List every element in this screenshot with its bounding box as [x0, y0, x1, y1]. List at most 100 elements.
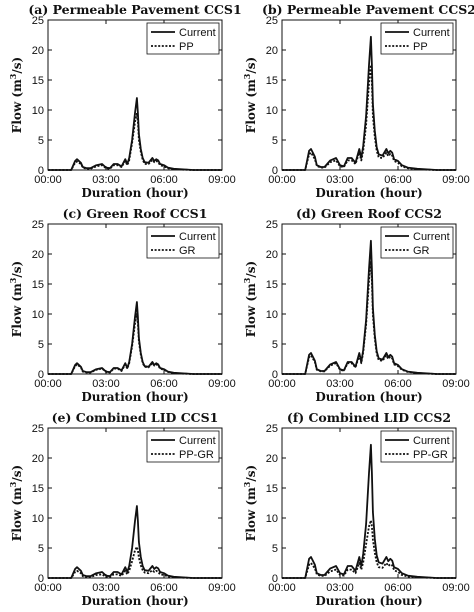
chart-title: (d) Green Roof CCS2	[296, 206, 442, 221]
series-line-pp-gr	[282, 519, 456, 579]
y-label-sup: 3	[8, 73, 18, 79]
legend-label: Current	[413, 435, 450, 447]
legend-box	[146, 430, 220, 463]
legend: Current GR	[380, 226, 454, 259]
x-tick-label: 03:00	[92, 582, 120, 594]
x-axis-label: Duration (hour)	[81, 594, 188, 608]
chart-title: (e) Combined LID CCS1	[52, 410, 219, 425]
y-tick-label: 5	[38, 135, 44, 147]
legend-label: Current	[179, 231, 216, 243]
series-line-gr	[282, 260, 456, 375]
y-tick-label: 10	[266, 309, 278, 321]
x-axis-label: Duration (hour)	[315, 186, 422, 200]
y-axis-label: Flow (m3/s)	[242, 57, 258, 133]
chart-panel: (f) Combined LID CCS2 0 5 10 15 20 25 00:00 03:0…	[242, 410, 470, 608]
y-label-suffix: /s)	[244, 57, 258, 74]
chart-title: (b) Permeable Pavement CCS2	[262, 2, 474, 17]
y-tick-label: 5	[272, 339, 278, 351]
axes-frame	[281, 223, 457, 375]
legend-label: PP	[413, 41, 428, 53]
legend: Current PP	[380, 22, 454, 55]
legend-box	[146, 22, 220, 55]
chart-panel: (b) Permeable Pavement CCS2 0 5 10 15 20 25 00:…	[242, 2, 474, 200]
series-line-pp	[282, 64, 456, 171]
legend-box	[380, 22, 454, 55]
y-tick-label: 15	[266, 483, 278, 495]
y-label-suffix: /s)	[10, 261, 24, 278]
chart-title: (f) Combined LID CCS2	[287, 410, 451, 425]
x-tick-label: 06:00	[384, 174, 412, 186]
legend: Current PP-GR	[146, 430, 220, 463]
x-tick-label: 09:00	[442, 174, 470, 186]
series-line-current	[282, 239, 456, 375]
legend-box	[146, 226, 220, 259]
x-tick-label: 03:00	[326, 582, 354, 594]
y-axis-label: Flow (m3/s)	[242, 261, 258, 337]
legend-box	[380, 226, 454, 259]
x-axis-label: Duration (hour)	[81, 390, 188, 404]
y-tick-label: 0	[38, 573, 44, 585]
legend: Current PP	[146, 22, 220, 55]
x-tick-label: 03:00	[326, 378, 354, 390]
chart-panel: (d) Green Roof CCS2 0 5 10 15 20 25 00:00 03:00 0…	[242, 206, 470, 404]
series-line-pp	[48, 112, 222, 171]
y-tick-label: 15	[266, 279, 278, 291]
y-axis-label: Flow (m3/s)	[242, 465, 258, 541]
y-label-suffix: /s)	[244, 261, 258, 278]
x-axis-label: Duration (hour)	[81, 186, 188, 200]
y-label-sup: 3	[242, 73, 252, 79]
x-tick-label: 03:00	[92, 378, 120, 390]
y-label-sup: 3	[8, 481, 18, 487]
legend-label: GR	[179, 245, 196, 257]
y-tick-label: 0	[38, 165, 44, 177]
y-label-prefix: Flow (m	[10, 79, 24, 133]
x-tick-label: 06:00	[384, 378, 412, 390]
y-axis-label: Flow (m3/s)	[8, 57, 24, 133]
x-tick-label: 06:00	[150, 378, 178, 390]
x-tick-label: 09:00	[208, 174, 236, 186]
y-tick-label: 0	[272, 369, 278, 381]
y-tick-label: 5	[38, 543, 44, 555]
legend-label: Current	[413, 27, 450, 39]
legend-label: PP-GR	[179, 449, 214, 461]
y-tick-label: 25	[32, 15, 44, 27]
legend: Current GR	[146, 226, 220, 259]
legend-label: GR	[413, 245, 430, 257]
y-label-suffix: /s)	[10, 57, 24, 74]
x-tick-label: 03:00	[92, 174, 120, 186]
series-line-gr	[48, 313, 222, 375]
x-tick-label: 00:00	[34, 378, 62, 390]
y-tick-label: 20	[266, 453, 278, 465]
y-tick-label: 25	[266, 15, 278, 27]
y-label-prefix: Flow (m	[10, 283, 24, 337]
y-tick-label: 0	[272, 573, 278, 585]
y-label-sup: 3	[242, 481, 252, 487]
y-tick-label: 5	[272, 543, 278, 555]
chart-title: (a) Permeable Pavement CCS1	[28, 2, 241, 17]
legend-label: Current	[179, 435, 216, 447]
y-label-suffix: /s)	[244, 465, 258, 482]
y-label-prefix: Flow (m	[10, 487, 24, 541]
y-tick-label: 20	[32, 453, 44, 465]
x-tick-label: 09:00	[442, 378, 470, 390]
y-label-prefix: Flow (m	[244, 283, 258, 337]
series-line-current	[282, 443, 456, 579]
y-tick-label: 20	[266, 249, 278, 261]
y-tick-label: 15	[32, 75, 44, 87]
y-tick-label: 15	[32, 279, 44, 291]
y-label-sup: 3	[8, 277, 18, 283]
axes-frame	[281, 427, 457, 579]
series-line-pp-gr	[48, 545, 222, 579]
x-tick-label: 06:00	[384, 582, 412, 594]
axes-frame	[47, 19, 223, 171]
x-tick-label: 00:00	[268, 174, 296, 186]
series-line-current	[48, 97, 222, 171]
y-tick-label: 10	[32, 105, 44, 117]
chart-panel: (c) Green Roof CCS1 0 5 10 15 20 25 00:00 03:00 0…	[8, 206, 236, 404]
legend-label: Current	[413, 231, 450, 243]
y-tick-label: 15	[32, 483, 44, 495]
y-label-suffix: /s)	[10, 465, 24, 482]
chart-title: (c) Green Roof CCS1	[63, 206, 208, 221]
x-tick-label: 03:00	[326, 174, 354, 186]
y-tick-label: 0	[38, 369, 44, 381]
